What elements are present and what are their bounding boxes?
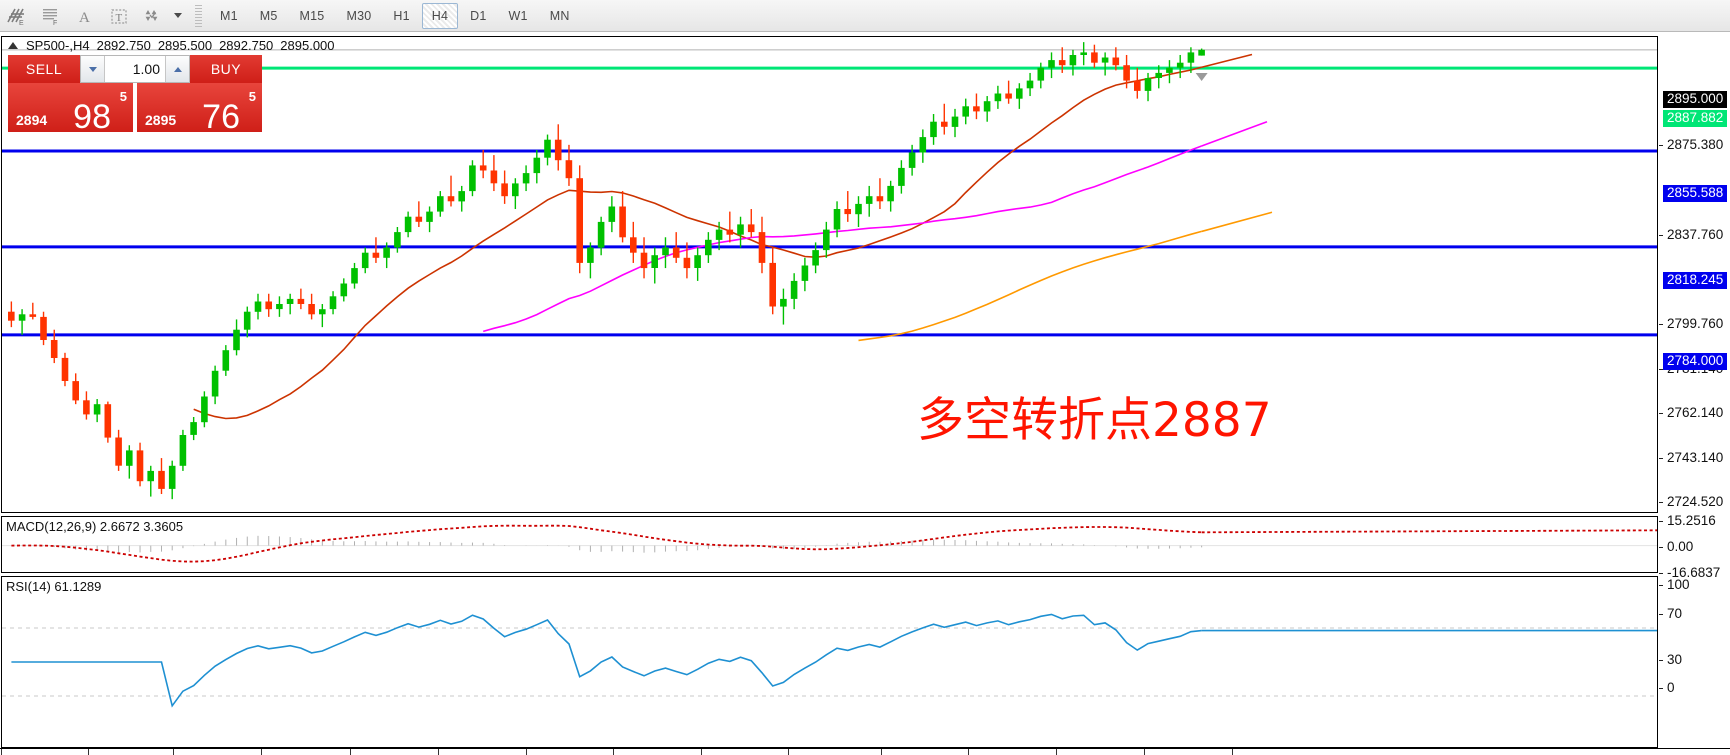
ohlc-open: 2892.750 (96, 37, 151, 53)
bid-price-big: 98 (73, 98, 111, 136)
rsi-tick: 100 (1659, 577, 1690, 592)
timeframe-h1[interactable]: H1 (393, 8, 410, 23)
one-click-trading-panel[interactable]: SELL 1.00 BUY 2894 98 5 2895 76 5 (8, 55, 262, 136)
rsi-tick: 0 (1659, 680, 1675, 695)
price-tick: 2799.760 (1659, 316, 1723, 331)
rsi-plot (2, 613, 1657, 708)
bid-price-sup: 5 (119, 89, 127, 104)
macd-tick: 15.2516 (1659, 513, 1716, 528)
ohlc-close: 2895.000 (280, 37, 335, 53)
objects-list-icon[interactable] (136, 1, 170, 31)
svg-text:A: A (79, 10, 90, 26)
timeframe-m15[interactable]: M15 (299, 8, 325, 23)
fibonacci-grid-icon[interactable]: F (34, 1, 68, 31)
time-tick (1232, 749, 1233, 755)
main-toolbar: E F A T (0, 0, 1730, 32)
macd-caption: MACD(12,26,9) 2.6672 3.3605 (6, 519, 184, 534)
price-tick: 2837.760 (1659, 227, 1723, 242)
timeframe-h4[interactable]: H4 (421, 2, 459, 29)
macd-tick: 0.00 (1659, 539, 1693, 554)
time-tick (173, 749, 174, 755)
ohlc-high: 2895.500 (157, 37, 213, 53)
price-level-label[interactable]: 2855.588 (1663, 185, 1728, 202)
timeframe-m5[interactable]: M5 (259, 8, 278, 23)
volume-stepper[interactable]: 1.00 (80, 55, 190, 83)
ask-price-prefix: 2895 (145, 112, 177, 128)
volume-increase-button[interactable] (165, 56, 189, 82)
timeframe-m30[interactable]: M30 (346, 8, 372, 23)
bid-price-box[interactable]: 2894 98 5 (8, 83, 133, 136)
price-pane[interactable] (1, 36, 1658, 513)
trade-panel-prices: 2894 98 5 2895 76 5 (8, 83, 262, 136)
ohlc-low: 2892.750 (219, 37, 274, 53)
time-tick (788, 749, 789, 755)
svg-text:F: F (53, 20, 57, 26)
volume-value[interactable]: 1.00 (132, 61, 160, 77)
price-level-label[interactable]: 2895.000 (1663, 91, 1728, 108)
time-tick (526, 749, 527, 755)
time-tick (1144, 749, 1145, 755)
time-tick (1, 749, 2, 755)
price-level-label[interactable]: 2818.245 (1663, 272, 1728, 289)
ask-price-box[interactable]: 2895 76 5 (137, 83, 262, 136)
price-tick: 2762.140 (1659, 405, 1723, 420)
rsi-pane[interactable] (1, 576, 1658, 748)
price-level-label[interactable]: 2887.882 (1663, 110, 1728, 127)
price-tick: 2875.380 (1659, 137, 1723, 152)
macd-plot (2, 524, 1657, 563)
bid-price-prefix: 2894 (16, 112, 48, 128)
symbol-header: SP500-,H4 2892.750 2895.500 2892.750 289… (8, 36, 335, 54)
timeframe-mn[interactable]: MN (549, 8, 570, 23)
chart-annotation-text: 多空转折点2887 (917, 393, 1272, 448)
time-tick (881, 749, 882, 755)
rsi-caption: RSI(14) 61.1289 (6, 579, 102, 594)
price-scale[interactable]: 2875.3802837.7602799.7602781.1402762.140… (1659, 32, 1730, 748)
svg-text:T: T (116, 12, 123, 24)
time-tick (1056, 749, 1057, 755)
macd-tick: -16.6837 (1659, 565, 1720, 580)
timeframe-d1[interactable]: D1 (470, 8, 487, 23)
buy-button[interactable]: BUY (190, 55, 262, 83)
svg-text:E: E (19, 20, 24, 26)
text-label-icon[interactable]: A (68, 1, 102, 31)
toolbar-separator (195, 4, 202, 27)
time-tick (350, 749, 351, 755)
time-tick (88, 749, 89, 755)
price-tick: 2724.520 (1659, 494, 1723, 509)
timeframe-m1[interactable]: M1 (220, 8, 238, 23)
macd-pane[interactable] (1, 516, 1658, 573)
rsi-tick: 70 (1659, 606, 1682, 621)
time-tick (968, 749, 969, 755)
text-box-icon[interactable]: T (102, 1, 136, 31)
symbol-name: SP500-,H4 (26, 37, 90, 53)
price-tick: 2743.140 (1659, 450, 1723, 465)
ask-price-big: 76 (202, 98, 240, 136)
time-tick (613, 749, 614, 755)
time-tick (701, 749, 702, 755)
volume-decrease-button[interactable] (81, 56, 105, 82)
collapse-triangle-icon[interactable] (8, 41, 18, 49)
chart-area[interactable]: SP500-,H4 2892.750 2895.500 2892.750 289… (0, 32, 1730, 755)
timeframe-w1[interactable]: W1 (508, 8, 528, 23)
price-level-label[interactable]: 2784.000 (1663, 353, 1728, 370)
trade-panel-controls: SELL 1.00 BUY (8, 55, 262, 83)
indicators-icon[interactable]: E (0, 1, 34, 31)
time-axis: 5 Mar 20197 Mar 12:0011 Mar 08:0013 Mar … (0, 748, 1730, 755)
sell-button[interactable]: SELL (8, 55, 80, 83)
time-tick (261, 749, 262, 755)
ask-price-sup: 5 (248, 89, 256, 104)
rsi-tick: 30 (1659, 652, 1682, 667)
price-plot (2, 42, 1657, 500)
time-tick (438, 749, 439, 755)
objects-dropdown-caret-icon[interactable] (170, 1, 186, 31)
